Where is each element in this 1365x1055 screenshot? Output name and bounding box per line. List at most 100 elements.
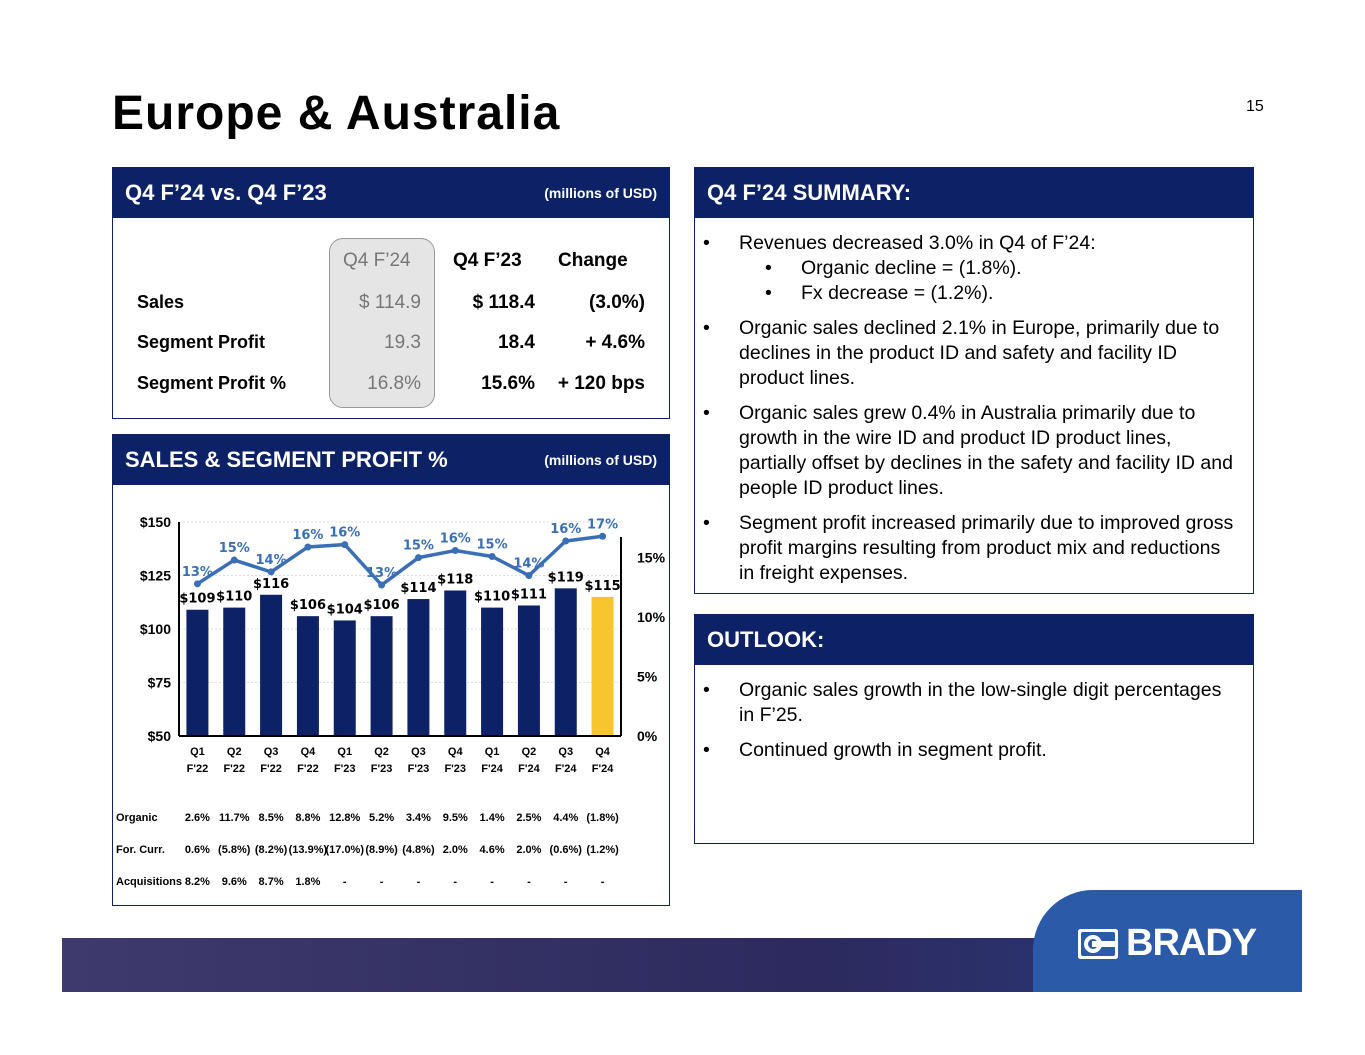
growth-cell: 11.7% — [219, 812, 250, 824]
row-label: Segment Profit — [137, 332, 266, 352]
comparison-panel: Q4 F’24 vs. Q4 F’23 (millions of USD) Q4… — [112, 167, 670, 419]
bar-label: $116 — [253, 577, 289, 592]
growth-cell: - — [380, 876, 384, 888]
x-tick-label: Q1 — [337, 746, 352, 758]
bar-label: $111 — [511, 587, 547, 602]
bar — [333, 620, 356, 736]
x-tick-label: Q2 — [227, 746, 242, 758]
bullet: Organic sales growth in the low-single d… — [695, 678, 1235, 728]
page-title: Europe & Australia — [112, 87, 561, 140]
bullet: Revenues decreased 3.0% in Q4 of F’24: — [695, 231, 1235, 256]
outlook-panel: OUTLOOK: Organic sales growth in the low… — [694, 614, 1254, 844]
summary-list: Revenues decreased 3.0% in Q4 of F’24: O… — [695, 231, 1235, 596]
chart-header: SALES & SEGMENT PROFIT % (millions of US… — [113, 435, 669, 485]
profit-label: 17% — [587, 517, 618, 532]
profit-point — [193, 580, 201, 588]
profit-label: 15% — [403, 539, 434, 554]
growth-cell: 2.0% — [443, 844, 468, 856]
bar-label: $118 — [437, 572, 473, 587]
bar — [444, 590, 467, 736]
bar-label: $106 — [290, 598, 326, 613]
x-tick-label: F'23 — [444, 763, 466, 775]
y-left-tick: $125 — [140, 568, 171, 584]
bar — [260, 594, 283, 736]
x-tick-label: F'24 — [555, 763, 577, 775]
growth-cell: 4.6% — [480, 844, 505, 856]
outlook-list: Organic sales growth in the low-single d… — [695, 678, 1235, 773]
growth-cell: (1.2%) — [586, 844, 619, 856]
cell: + 4.6% — [585, 332, 645, 353]
growth-cell: - — [601, 876, 605, 888]
profit-label: 13% — [366, 566, 397, 581]
bar — [223, 607, 246, 736]
x-tick-label: Q3 — [411, 746, 426, 758]
x-tick-label: F'23 — [371, 763, 393, 775]
growth-cell: 12.8% — [329, 812, 360, 824]
profit-label: 14% — [513, 557, 544, 572]
x-tick-label: Q3 — [558, 746, 573, 758]
sub-bullet: Fx decrease = (1.2%). — [695, 281, 1235, 306]
bar — [370, 616, 393, 736]
y-left-tick: $100 — [140, 621, 171, 637]
brady-logo: BRADY — [1078, 922, 1257, 965]
growth-cell: (8.9%) — [365, 844, 398, 856]
sub-bullet: Organic decline = (1.8%). — [695, 256, 1235, 281]
profit-label: 13% — [182, 565, 213, 580]
comparison-header: Q4 F’24 vs. Q4 F’23 (millions of USD) — [113, 168, 669, 218]
y-right-tick: 10% — [637, 609, 666, 625]
growth-cell: 8.8% — [295, 812, 320, 824]
y-left-tick: $50 — [148, 728, 172, 744]
row-label: Sales — [137, 292, 185, 312]
growth-cell: - — [453, 876, 457, 888]
x-tick-label: Q1 — [485, 746, 500, 758]
growth-cell: (8.2%) — [255, 844, 288, 856]
growth-cell: 8.7% — [259, 876, 284, 888]
summary-panel: Q4 F’24 SUMMARY: Revenues decreased 3.0%… — [694, 167, 1254, 594]
y-left-tick: $150 — [140, 514, 171, 530]
growth-cell: - — [490, 876, 494, 888]
profit-point — [304, 543, 312, 551]
x-tick-label: Q4 — [301, 746, 317, 758]
bar — [186, 609, 209, 736]
x-tick-label: F'24 — [592, 763, 614, 775]
outlook-title: OUTLOOK: — [707, 627, 825, 652]
bar — [517, 605, 540, 736]
profit-point — [525, 572, 533, 579]
brady-logo-icon — [1078, 928, 1118, 959]
x-tick-label: F'22 — [260, 763, 282, 775]
y-right-tick: 15% — [637, 550, 666, 566]
profit-point — [414, 554, 422, 562]
growth-cell: - — [343, 876, 347, 888]
bar-label: $110 — [474, 590, 510, 605]
profit-label: 16% — [292, 528, 323, 543]
growth-cell: 8.2% — [185, 876, 210, 888]
bar — [407, 599, 430, 736]
growth-cell: 1.8% — [295, 876, 320, 888]
y-right-tick: 5% — [637, 669, 658, 685]
x-tick-label: F'24 — [518, 763, 540, 775]
outlook-header: OUTLOOK: — [695, 615, 1253, 665]
growth-cell: 9.6% — [222, 876, 247, 888]
profit-label: 15% — [477, 537, 508, 552]
bar — [554, 588, 577, 736]
x-tick-label: F'23 — [408, 763, 430, 775]
growth-cell: (1.8%) — [586, 812, 619, 824]
summary-header: Q4 F’24 SUMMARY: — [695, 168, 1253, 218]
growth-cell: 0.6% — [185, 844, 210, 856]
row-label: Segment Profit % — [137, 373, 287, 393]
chart-title: SALES & SEGMENT PROFIT % — [125, 447, 448, 472]
growth-cell: 9.5% — [443, 812, 468, 824]
y-right-tick: 0% — [637, 728, 658, 744]
profit-point — [378, 581, 386, 589]
growth-cell: 8.5% — [259, 812, 284, 824]
profit-label: 16% — [440, 532, 471, 547]
growth-cell: 1.4% — [480, 812, 505, 824]
bar-label: $106 — [363, 598, 399, 613]
bar-label: $114 — [400, 581, 436, 596]
growth-cell: 3.4% — [406, 812, 431, 824]
growth-row-label: For. Curr. — [116, 844, 165, 856]
bar — [591, 596, 614, 736]
bar-label: $109 — [179, 592, 215, 607]
y-left-tick: $75 — [148, 675, 172, 691]
sales-profit-chart: $50 $75 $100 $125 $150 0% 5% 10% 15% $109 Q1 F'22 $1… — [116, 514, 666, 888]
